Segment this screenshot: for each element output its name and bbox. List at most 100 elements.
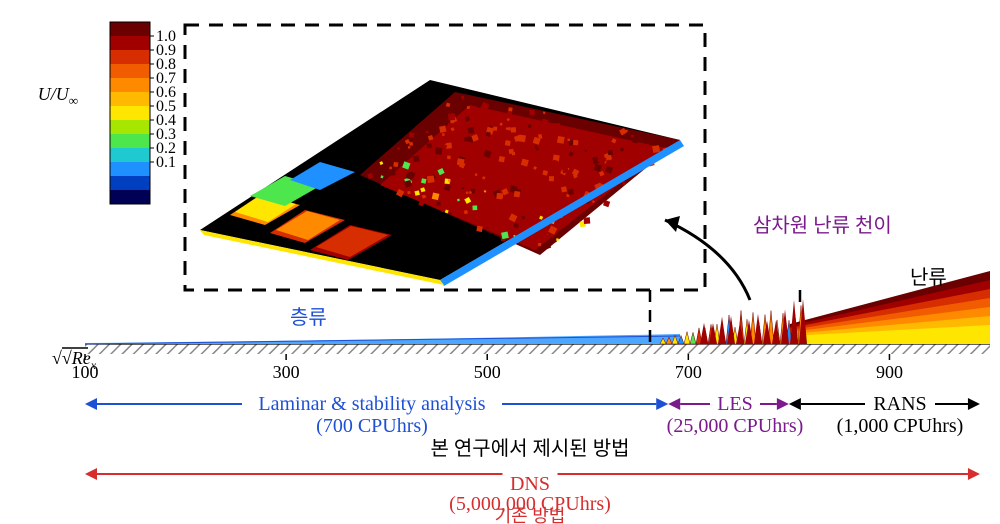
axis-tick: 700 xyxy=(675,362,702,382)
colorbar-title: U/U∞ xyxy=(38,84,78,108)
transition-spikes xyxy=(660,299,807,344)
turb-speckle xyxy=(427,175,435,183)
turb-speckle xyxy=(538,243,541,246)
colorbar-swatch xyxy=(110,106,150,120)
colorbar: 1.00.90.80.70.60.50.40.30.20.1 U/U∞ xyxy=(38,22,176,204)
turb-speckle xyxy=(586,141,589,144)
turb-speckle xyxy=(421,178,426,183)
turb-speckle xyxy=(523,170,527,174)
turb-speckle xyxy=(529,109,535,115)
turb-speckle xyxy=(468,127,475,134)
label-turbulent-flow: 난류 xyxy=(910,266,947,289)
turb-speckle xyxy=(466,191,469,194)
turb-speckle xyxy=(518,223,523,228)
turb-speckle xyxy=(476,226,483,233)
turb-speckle xyxy=(486,132,491,137)
colorbar-swatch xyxy=(110,176,150,190)
turb-speckle xyxy=(584,217,591,224)
laminar-region-l2: (700 CPUhrs) xyxy=(316,415,428,437)
turb-speckle xyxy=(557,136,565,144)
turb-speckle xyxy=(550,144,555,149)
turb-speckle xyxy=(497,228,500,231)
turb-speckle xyxy=(547,162,552,167)
colorbar-ticks: 1.00.90.80.70.60.50.40.30.20.1 xyxy=(150,28,176,171)
turb-speckle xyxy=(408,146,411,149)
turb-speckle xyxy=(506,111,512,117)
turb-speckle xyxy=(442,133,445,136)
colorbar-swatch xyxy=(110,50,150,64)
transition-spike xyxy=(790,300,798,344)
laminar-region-l1: Laminar & stability analysis xyxy=(258,393,485,415)
axis-tick: 500 xyxy=(474,362,501,382)
colorbar-swatch xyxy=(110,190,150,204)
turb-speckle xyxy=(457,199,460,202)
transition-spike xyxy=(754,314,762,344)
turb-speckle xyxy=(528,124,532,128)
turb-speckle xyxy=(553,123,560,130)
turb-speckle xyxy=(454,141,457,144)
turb-speckle xyxy=(435,147,442,154)
colorbar-swatch xyxy=(110,92,150,106)
rans-region-l2: (1,000 CPUhrs) xyxy=(837,415,964,437)
turb-speckle xyxy=(562,167,569,174)
transition-spike xyxy=(700,323,708,344)
turb-speckle xyxy=(622,181,625,184)
turb-speckle xyxy=(511,127,516,132)
turb-speckle xyxy=(448,113,455,120)
transition-spike xyxy=(718,317,726,344)
dns-region-l1: DNS xyxy=(510,473,550,495)
turb-speckle xyxy=(501,231,509,239)
colorbar-swatch xyxy=(110,120,150,134)
turb-speckle xyxy=(561,186,567,192)
turb-speckle xyxy=(493,127,497,131)
turb-speckle xyxy=(499,156,505,162)
turb-speckle xyxy=(538,237,541,240)
turb-speckle xyxy=(539,135,542,138)
colorbar-swatch xyxy=(110,134,150,148)
turb-speckle xyxy=(409,132,415,138)
label-transition-3d: 삼차원 난류 천이 xyxy=(753,214,892,237)
turb-speckle xyxy=(652,145,660,153)
turb-speckle xyxy=(549,192,553,196)
colorbar-swatch xyxy=(110,148,150,162)
turb-speckle xyxy=(422,191,426,195)
turb-speckle xyxy=(518,134,526,142)
turb-speckle xyxy=(400,141,403,144)
colorbar-swatch xyxy=(110,36,150,50)
turb-speckle xyxy=(499,195,503,199)
transition-arrow xyxy=(665,216,750,300)
axis-tick: 900 xyxy=(876,362,903,382)
transition-spike xyxy=(684,332,690,344)
wall-hatching xyxy=(85,344,990,354)
turb-speckle xyxy=(508,107,512,111)
transition-spike xyxy=(690,332,696,344)
turb-speckle xyxy=(573,140,578,145)
label-laminar-flow: 층류 xyxy=(290,306,327,329)
turb-speckle xyxy=(389,167,392,170)
turb-speckle xyxy=(556,238,559,241)
les-region-l2: (25,000 CPUhrs) xyxy=(667,415,804,437)
turb-speckle xyxy=(393,162,398,167)
turb-speckle xyxy=(514,191,520,197)
turb-speckle xyxy=(485,222,491,228)
colorbar-swatch xyxy=(110,162,150,176)
turb-speckle xyxy=(500,182,508,190)
turb-speckle xyxy=(608,150,613,155)
turb-speckle xyxy=(472,205,477,210)
turb-speckle xyxy=(568,189,574,195)
turb-speckle xyxy=(464,137,468,141)
inset-3d-plate xyxy=(200,80,684,286)
turb-speckle xyxy=(512,152,516,156)
turbulent-wedge xyxy=(790,271,990,344)
turb-speckle xyxy=(441,210,443,212)
les-region-l1: LES xyxy=(717,393,753,415)
colorbar-tick: 0.1 xyxy=(156,154,176,171)
turb-speckle xyxy=(549,176,554,181)
turb-speckle xyxy=(390,170,396,176)
turb-speckle xyxy=(567,139,570,142)
turb-speckle xyxy=(457,158,465,166)
x-axis-ticks: 100300500700900 xyxy=(72,354,903,382)
inset xyxy=(185,25,705,290)
proposed-method-label: 본 연구에서 제시된 방법 xyxy=(431,437,630,460)
colorbar-swatch xyxy=(110,64,150,78)
